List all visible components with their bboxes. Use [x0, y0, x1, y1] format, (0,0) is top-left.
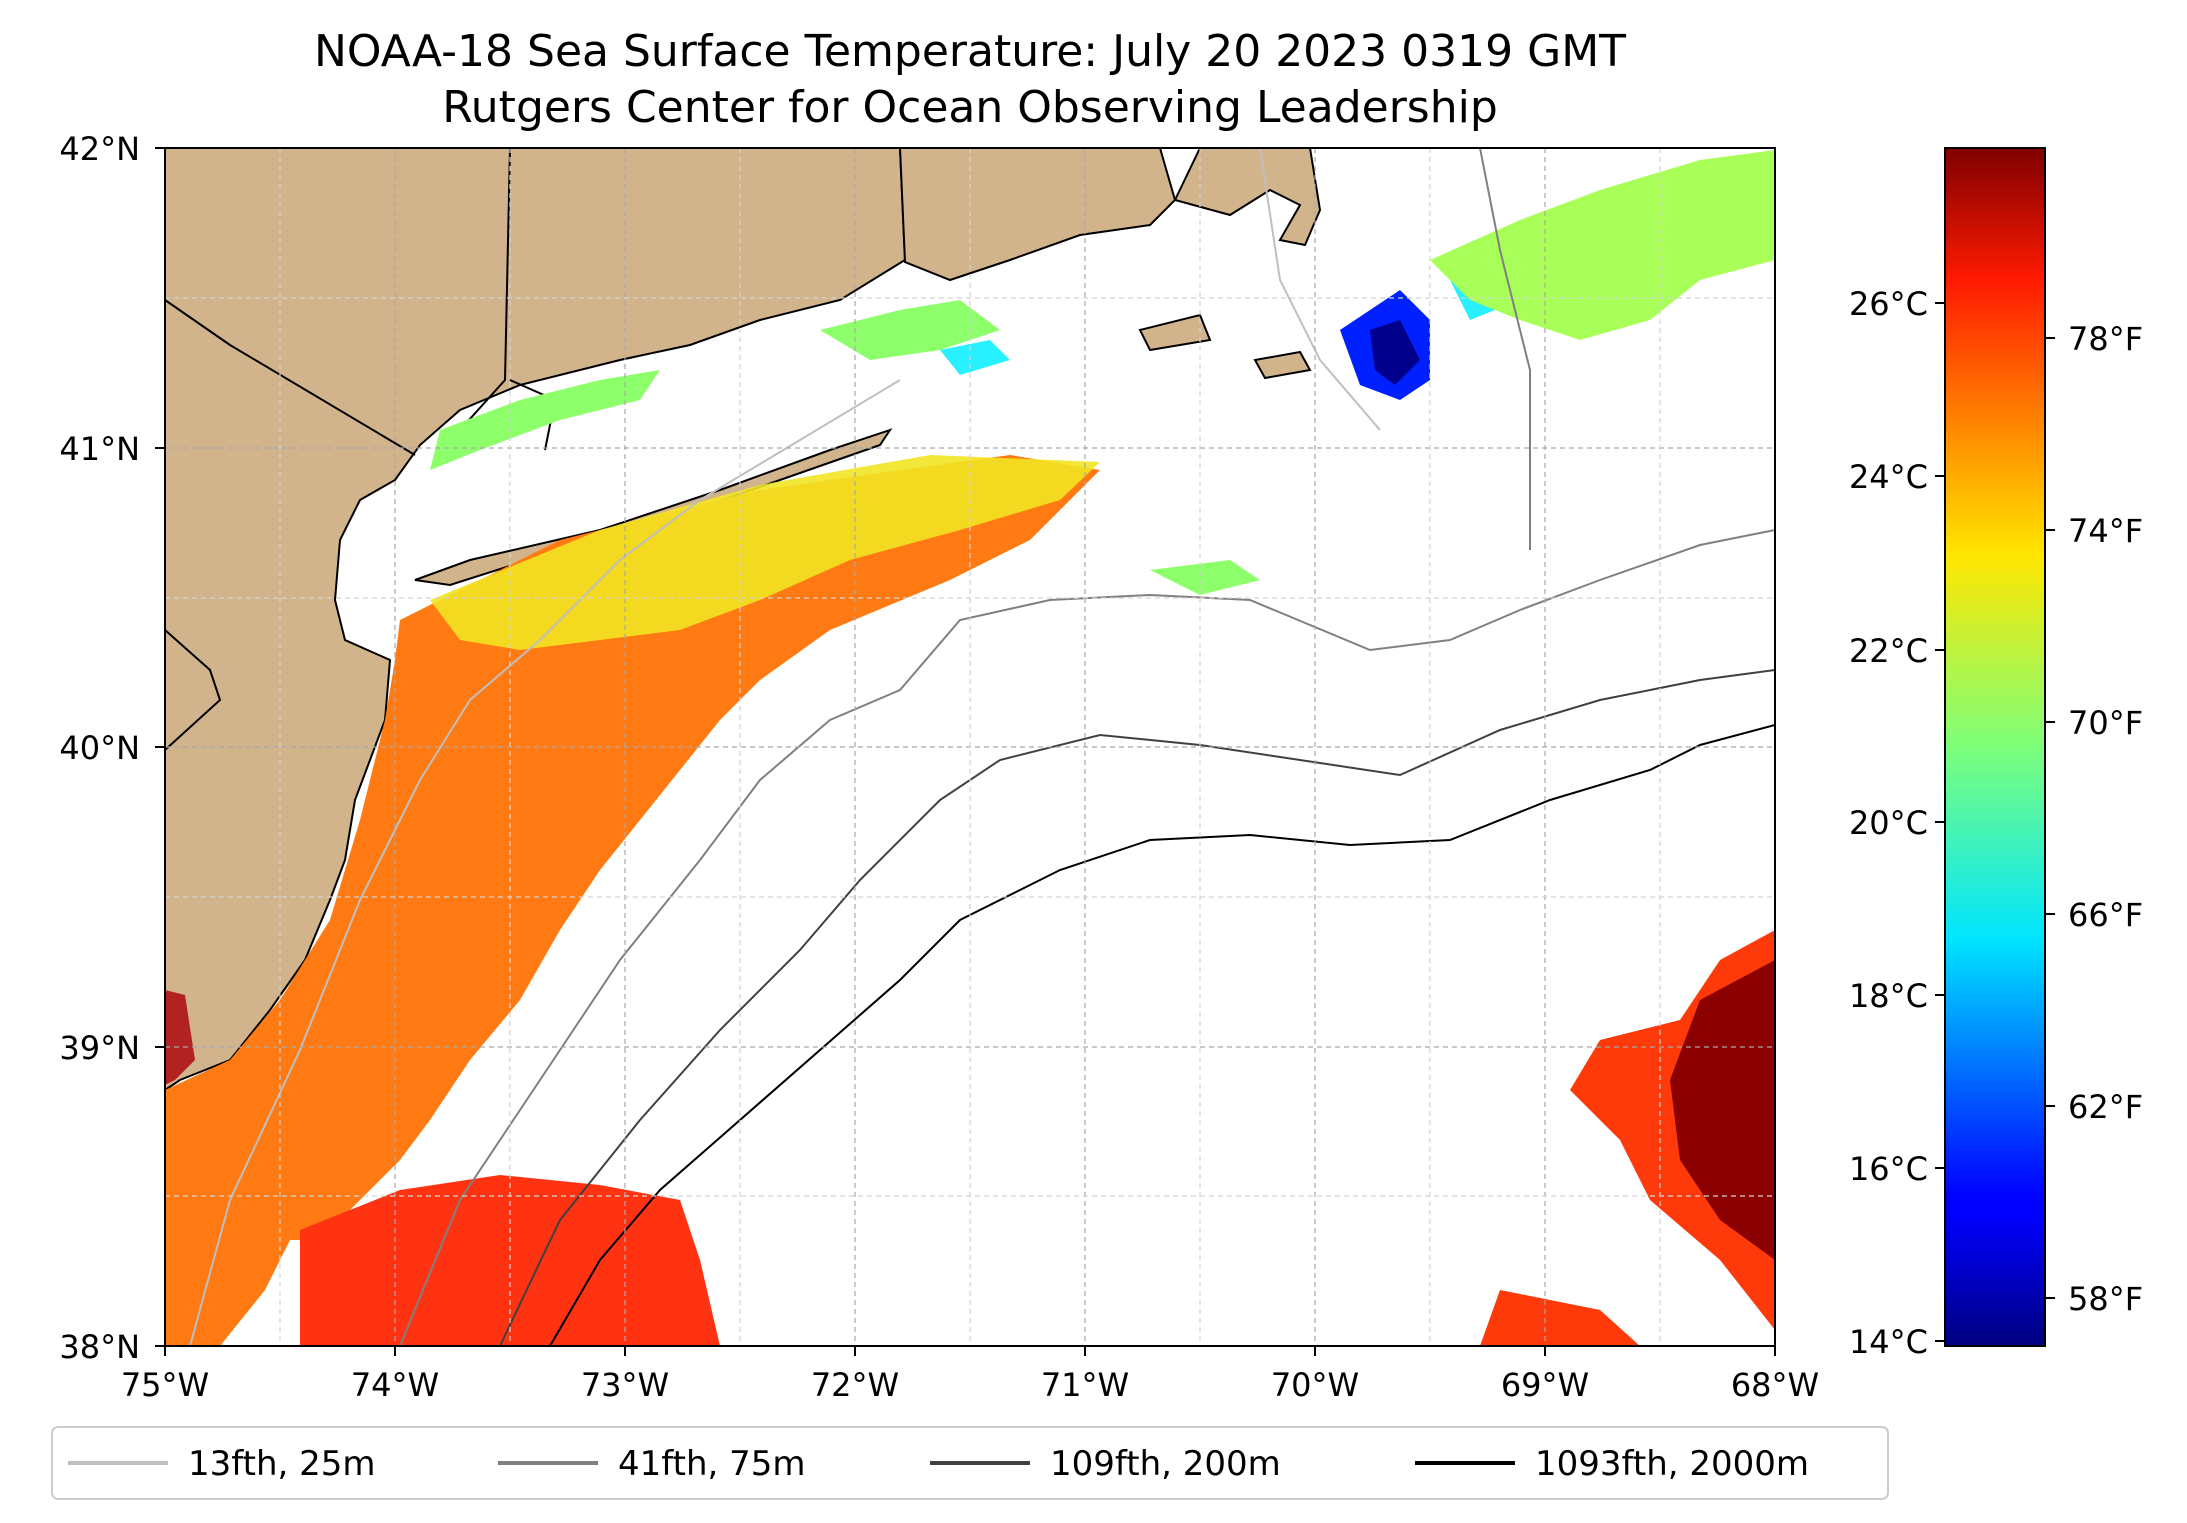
fahrenheit-tick-label: 62°F [2068, 1088, 2143, 1126]
land-marthas-vineyard [1138, 313, 1212, 352]
lat-tick-label: 38°N [59, 1328, 140, 1366]
land-delmarva [165, 990, 195, 1085]
lon-tick-label: 68°W [1731, 1366, 1819, 1404]
celsius-tick-label: 16°C [1849, 1150, 1928, 1188]
sst-cyan-patches [940, 260, 1520, 375]
lon-ticks: 75°W 74°W 73°W 72°W 71°W 70°W 69°W 68°W [121, 1346, 1819, 1404]
lon-tick-label: 74°W [351, 1366, 439, 1404]
legend-label: 109fth, 200m [1050, 1444, 1281, 1484]
chart-subtitle: Rutgers Center for Ocean Observing Leade… [442, 82, 1498, 133]
legend-label: 1093fth, 2000m [1535, 1444, 1809, 1484]
sst-field [165, 150, 1775, 1346]
lat-tick-label: 42°N [59, 130, 140, 168]
contour-2000m [549, 724, 1775, 1346]
fahrenheit-tick-label: 78°F [2068, 320, 2143, 358]
land-new-england [898, 148, 1177, 282]
celsius-tick-label: 14°C [1849, 1323, 1928, 1361]
chart-title: NOAA-18 Sea Surface Temperature: July 20… [314, 26, 1626, 77]
sst-south-red [300, 1175, 720, 1346]
gridlines [165, 148, 1775, 1346]
celsius-tick-label: 24°C [1849, 458, 1928, 496]
sst-yellow-band [430, 455, 1100, 650]
lon-tick-label: 72°W [811, 1366, 899, 1404]
land [165, 148, 1322, 1092]
sst-south-patch [1480, 1290, 1640, 1346]
fahrenheit-axis: 58°F 62°F 66°F 70°F 74°F 78°F [2045, 320, 2143, 1318]
fahrenheit-tick-label: 66°F [2068, 896, 2143, 934]
colorbar-gradient [1944, 147, 2046, 1347]
celsius-tick-label: 18°C [1849, 977, 1928, 1015]
celsius-tick-label: 26°C [1849, 285, 1928, 323]
contour-25m [189, 148, 1381, 1346]
lon-tick-label: 69°W [1501, 1366, 1589, 1404]
sst-green-patches [430, 300, 1260, 595]
celsius-tick-label: 20°C [1849, 804, 1928, 842]
sst-warm-shelf [165, 455, 1100, 1346]
sst-dark-blue-patch [1370, 320, 1420, 385]
lon-tick-label: 73°W [581, 1366, 669, 1404]
contour-75m [399, 148, 1775, 1346]
lat-tick-label: 41°N [59, 430, 140, 468]
sst-north-green-area [1430, 150, 1775, 340]
legend-label: 41fth, 75m [618, 1444, 806, 1484]
legend: 13fth, 25m 41fth, 75m 109fth, 200m 1093f… [51, 1426, 1889, 1500]
sst-southeast-darkred [1670, 960, 1775, 1260]
fahrenheit-tick-label: 58°F [2068, 1280, 2143, 1318]
celsius-axis: 14°C 16°C 18°C 20°C 22°C 24°C 26°C [1849, 285, 1945, 1361]
map-panel [165, 148, 1775, 1346]
land-mainland [165, 148, 907, 1092]
lat-ticks: 38°N 39°N 40°N 41°N 42°N [59, 130, 165, 1366]
celsius-tick-label: 22°C [1849, 632, 1928, 670]
fahrenheit-tick-label: 70°F [2068, 704, 2143, 742]
land-nantucket [1253, 350, 1312, 380]
lon-tick-label: 71°W [1041, 1366, 1129, 1404]
lat-tick-label: 39°N [59, 1029, 140, 1067]
lon-tick-label: 75°W [121, 1366, 209, 1404]
legend-label: 13fth, 25m [188, 1444, 376, 1484]
colorbar: 14°C 16°C 18°C 20°C 22°C 24°C 26°C 58°F … [1849, 147, 2143, 1361]
lon-tick-label: 70°W [1271, 1366, 1359, 1404]
lat-tick-label: 40°N [59, 729, 140, 767]
land-cape-cod [1173, 148, 1322, 247]
fahrenheit-tick-label: 74°F [2068, 512, 2143, 550]
